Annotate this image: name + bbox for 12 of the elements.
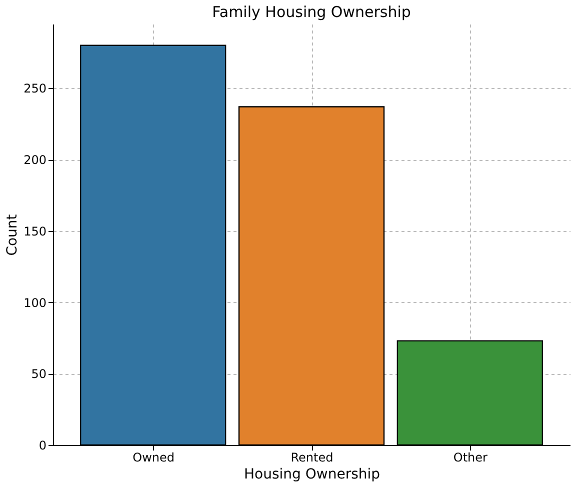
y-tick-label: 200 bbox=[24, 153, 46, 168]
y-tick-label: 150 bbox=[24, 224, 46, 238]
y-tick-label: 100 bbox=[24, 296, 46, 310]
y-tick-label: 250 bbox=[24, 82, 46, 96]
y-tick-label: 0 bbox=[38, 438, 46, 452]
y-tick-label: 50 bbox=[31, 367, 46, 382]
x-tick-label: Owned bbox=[132, 450, 174, 464]
x-axis-title: Housing Ownership bbox=[244, 466, 380, 482]
y-axis-title: Count bbox=[4, 214, 21, 256]
chart-title: Family Housing Ownership bbox=[212, 3, 411, 21]
x-tick-label: Other bbox=[453, 450, 488, 464]
x-tick-label: Rented bbox=[290, 450, 334, 464]
